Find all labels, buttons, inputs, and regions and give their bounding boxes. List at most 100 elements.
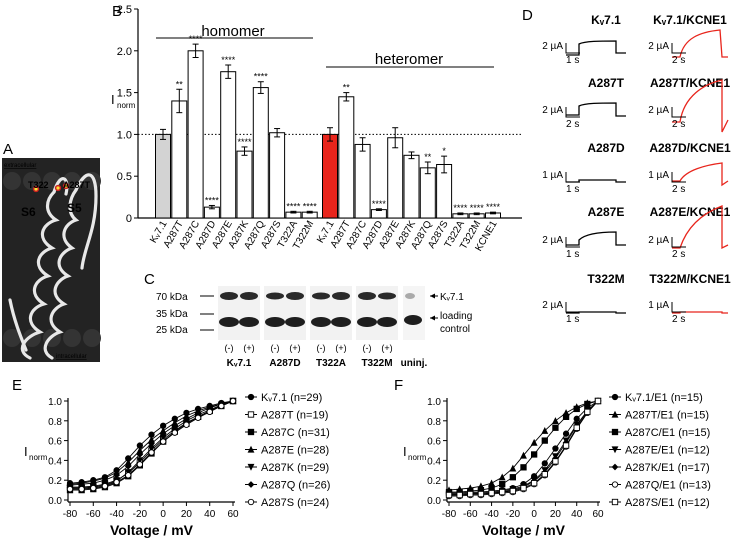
- y-tick-label: 0: [126, 213, 132, 225]
- mw-25: 25 kDa: [156, 325, 188, 336]
- scale-bar-left: [565, 43, 580, 54]
- scale-current-right: 2 µA: [648, 235, 669, 246]
- x-tick-label: 60: [592, 509, 604, 520]
- data-point: [247, 498, 255, 506]
- data-point: [552, 445, 559, 452]
- lane-sign: (+): [243, 343, 254, 353]
- scale-current-right: 1 µA: [648, 170, 669, 181]
- heteromer-bar-A287T: [338, 96, 355, 219]
- data-point: [552, 417, 559, 424]
- blot-group-label: T322A: [316, 358, 346, 369]
- x-tick-label: 20: [550, 509, 562, 520]
- series-line-0: [449, 400, 599, 494]
- trace-right: [672, 205, 729, 250]
- legend-entry: A287K (n=29): [261, 462, 329, 474]
- data-point: [136, 461, 144, 468]
- lane-sign: (+): [381, 343, 392, 353]
- y-axis-label: I: [24, 444, 28, 459]
- data-point: [611, 428, 619, 436]
- blot-group-label: uninj.: [401, 358, 428, 369]
- x-tick-label: -40: [109, 509, 124, 520]
- data-point: [66, 485, 74, 493]
- series-line-3: [449, 400, 599, 495]
- scale-time-left: 1 s: [566, 249, 579, 260]
- x-tick-label: -20: [133, 509, 148, 520]
- scale-time-right: 2 s: [672, 314, 685, 325]
- data-point: [573, 424, 580, 431]
- extracellular-label: extracellular: [4, 163, 36, 169]
- scale-current-left: 2 µA: [542, 41, 563, 52]
- y-tick-label: 2.0: [117, 46, 132, 58]
- homomer-significance: ****: [254, 72, 269, 82]
- data-point: [125, 472, 132, 479]
- data-point: [101, 476, 109, 484]
- x-tick-label: -40: [484, 509, 499, 520]
- legend-entry: A287E (n=28): [261, 445, 329, 457]
- data-point: [499, 488, 506, 496]
- x-axis-label: Voltage / mV: [482, 522, 566, 538]
- data-point: [520, 464, 527, 471]
- data-point: [573, 405, 580, 413]
- scale-time-left: 1 s: [566, 55, 579, 66]
- lane-sign: (-): [317, 343, 326, 353]
- y-tick-label: 0.4: [427, 456, 441, 467]
- data-point: [584, 408, 591, 416]
- data-point: [171, 422, 179, 430]
- legend-entry: A287Q (n=26): [261, 480, 330, 492]
- blot-group-label: Kᵥ7.1: [227, 358, 252, 369]
- trace-title-left: A287D: [587, 141, 625, 155]
- data-point: [520, 451, 527, 459]
- data-point: [498, 473, 506, 481]
- homomer-bar-A287K: [236, 150, 253, 219]
- lane-sign: (+): [289, 343, 300, 353]
- panel-letter-d: D: [522, 7, 533, 24]
- lane-sign: (+): [335, 343, 346, 353]
- data-point: [611, 498, 619, 506]
- loading-label: loading: [440, 311, 472, 322]
- data-point: [530, 438, 538, 446]
- kv71-band-label: Kᵥ7.1: [440, 292, 464, 303]
- y-tick-label: 0.2: [427, 476, 441, 487]
- homomer-bar-A287E: [220, 71, 237, 219]
- scale-bar-left: [565, 107, 580, 118]
- data-point: [194, 414, 202, 421]
- mw-70: 70 kDa: [156, 292, 188, 303]
- data-point: [530, 480, 538, 487]
- homomer-bar-Kᵥ7.1: [155, 133, 171, 219]
- control-label: control: [440, 324, 470, 335]
- lane-sign: (-): [363, 343, 372, 353]
- heteromer-bar-A287K: [403, 154, 420, 219]
- trace-right: [672, 162, 729, 187]
- scale-current-left: 2 µA: [542, 235, 563, 246]
- scale-time-right: 2 s: [672, 249, 685, 260]
- data-point: [113, 471, 120, 479]
- data-point: [218, 402, 225, 410]
- a287t-label: A287T: [63, 180, 91, 190]
- x-tick-label: -20: [506, 509, 521, 520]
- data-point: [247, 463, 255, 471]
- heteromer-significance: **: [343, 83, 351, 93]
- western-blot: [200, 286, 438, 340]
- series-line-1: [448, 400, 599, 491]
- data-point: [541, 460, 548, 467]
- homomer-significance: ****: [237, 137, 252, 147]
- panel-letter-b: B: [112, 3, 122, 20]
- y-tick-label: 1.0: [48, 397, 62, 408]
- scale-bar-left: [565, 302, 580, 313]
- trace-title-left: T322M: [587, 272, 624, 286]
- scale-current-right: 1 µA: [648, 300, 669, 311]
- x-axis-label: Voltage / mV: [110, 522, 194, 538]
- homomer-bar-A287T: [171, 100, 188, 219]
- y-axis-label-sub: norm: [408, 453, 427, 462]
- heteromer-significance: **: [424, 152, 432, 162]
- legend-entry: A287T (n=19): [261, 410, 328, 422]
- intracellular-label: intracellular: [56, 354, 87, 360]
- legend-entry: A287K/E1 (n=17): [625, 462, 710, 474]
- data-point: [445, 491, 453, 499]
- homomer-significance: ****: [286, 201, 301, 211]
- homomer-significance: **: [176, 79, 184, 89]
- data-point: [520, 484, 527, 492]
- y-tick-label: 1.0: [427, 397, 441, 408]
- heteromer-significance: ****: [486, 202, 501, 212]
